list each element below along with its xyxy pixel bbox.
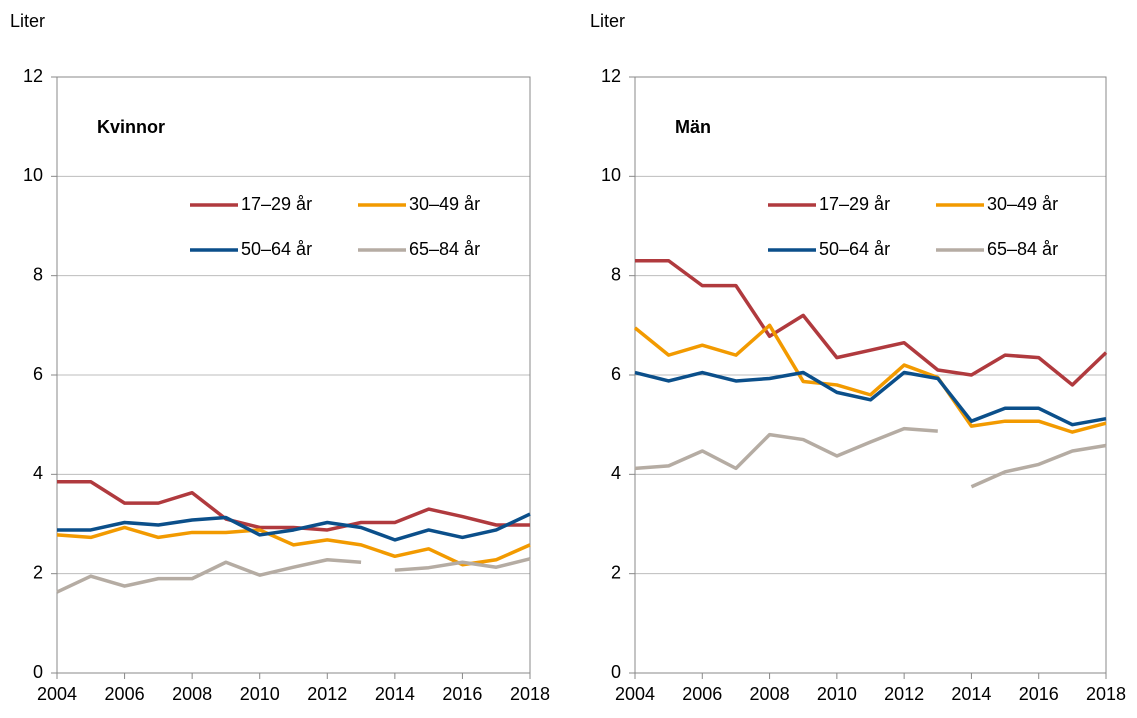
plot-frame — [634, 76, 1107, 674]
series-line — [56, 557, 531, 594]
legend-label: 50–64 år — [819, 239, 890, 259]
series-line — [634, 370, 1107, 427]
y-axis-label: Liter — [590, 11, 625, 31]
x-tick-label: 2008 — [750, 684, 790, 704]
legend-label: 50–64 år — [241, 239, 312, 259]
y-tick-label: 4 — [611, 463, 621, 483]
y-tick-label: 6 — [611, 364, 621, 384]
plot-frame — [56, 76, 531, 674]
series-line — [634, 426, 1107, 489]
legend-label: 65–84 år — [409, 239, 480, 259]
x-tick-label: 2012 — [307, 684, 347, 704]
y-axis-label: Liter — [10, 11, 45, 31]
x-tick-label: 2008 — [172, 684, 212, 704]
legend-label: 17–29 år — [241, 194, 312, 214]
x-tick-label: 2004 — [37, 684, 77, 704]
y-tick-label: 8 — [33, 264, 43, 284]
y-tick-label: 6 — [33, 364, 43, 384]
panel-title: Kvinnor — [97, 117, 165, 137]
x-tick-label: 2014 — [951, 684, 991, 704]
x-tick-label: 2004 — [615, 684, 655, 704]
legend-label: 17–29 år — [819, 194, 890, 214]
x-tick-label: 2010 — [817, 684, 857, 704]
series-line — [57, 512, 531, 542]
panel-title: Män — [675, 117, 711, 137]
x-tick-label: 2016 — [442, 684, 482, 704]
y-tick-label: 12 — [601, 66, 621, 86]
y-tick-label: 0 — [33, 662, 43, 682]
y-tick-label: 0 — [611, 662, 621, 682]
series-line — [57, 480, 530, 532]
y-tick-label: 2 — [611, 562, 621, 582]
x-tick-label: 2014 — [375, 684, 415, 704]
y-tick-label: 10 — [601, 165, 621, 185]
x-tick-label: 2006 — [105, 684, 145, 704]
y-tick-label: 2 — [33, 562, 43, 582]
y-tick-label: 8 — [611, 264, 621, 284]
series-line — [56, 525, 531, 567]
y-tick-label: 12 — [23, 66, 43, 86]
y-tick-label: 4 — [33, 463, 43, 483]
x-tick-label: 2016 — [1019, 684, 1059, 704]
legend-label: 30–49 år — [987, 194, 1058, 214]
x-tick-label: 2010 — [240, 684, 280, 704]
series-line — [633, 323, 1107, 434]
legend-label: 65–84 år — [987, 239, 1058, 259]
y-tick-label: 10 — [23, 165, 43, 185]
x-tick-label: 2006 — [682, 684, 722, 704]
x-tick-label: 2018 — [1086, 684, 1126, 704]
x-tick-label: 2012 — [884, 684, 924, 704]
legend-label: 30–49 år — [409, 194, 480, 214]
series-line — [635, 259, 1108, 387]
x-tick-label: 2018 — [510, 684, 550, 704]
